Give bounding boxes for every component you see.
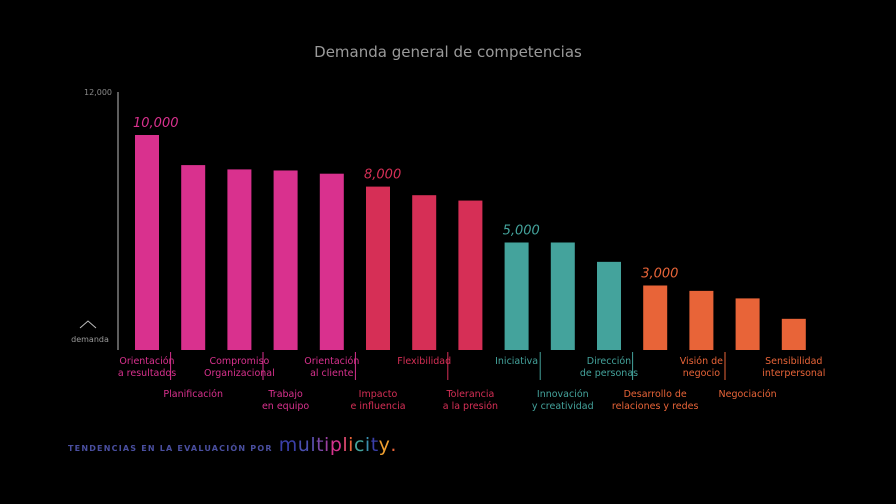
bar-11	[643, 285, 668, 350]
brand-letter: l	[342, 434, 349, 456]
bar-5	[366, 186, 390, 350]
bar-14	[781, 318, 806, 350]
footer-text: TENDENCIAS EN LA EVALUACIÓN POR	[68, 444, 273, 453]
brand-letter: i	[324, 434, 330, 456]
brand-letter: t	[316, 434, 325, 456]
value-annotation: 5,000	[503, 224, 540, 239]
brand-letter: .	[390, 434, 397, 456]
brand-letter: i	[364, 434, 371, 456]
brand-letter: c	[353, 434, 365, 456]
bar-3	[273, 170, 298, 350]
brand-letter: l	[310, 434, 317, 456]
brand-letter: y	[378, 434, 391, 456]
category-label-13: Negociación	[719, 389, 777, 400]
bars-group	[135, 135, 806, 350]
bar-10	[597, 261, 621, 350]
bar-0	[135, 135, 159, 350]
category-label-11: Desarrollo de relaciones y redes	[612, 389, 699, 412]
brand-letter: p	[329, 434, 343, 456]
value-annotation: 8,000	[364, 168, 401, 183]
chart-title: Demanda general de competencias	[314, 43, 582, 61]
value-annotation: 10,000	[133, 116, 179, 131]
y-axis-label: demanda	[71, 335, 109, 344]
brand-letter: i	[348, 434, 354, 456]
brand-letter: m	[278, 434, 298, 456]
category-labels: Orientación a resultados Planificación Comp…	[118, 352, 825, 412]
footer: TENDENCIAS EN LA EVALUACIÓN POR multipli…	[68, 434, 397, 456]
value-annotation: 3,000	[641, 267, 678, 282]
category-label-2: Compromiso Organizacional	[204, 356, 275, 379]
brand-letter: u	[297, 434, 311, 456]
bar-13	[735, 298, 760, 350]
category-label-3: Trabajo en equipo	[262, 389, 309, 412]
brand-letter: t	[370, 434, 379, 456]
category-label-4: Orientación al cliente	[304, 356, 359, 379]
category-label-14: Sensibilidad interpersonal	[762, 356, 825, 379]
bar-4	[319, 173, 344, 350]
category-label-5: Impacto e influencia	[350, 389, 405, 412]
bar-9	[550, 242, 575, 350]
category-label-8: Iniciativa	[495, 356, 538, 367]
value-annotations: 10,000 8,000 5,000 3,000	[133, 116, 678, 282]
bar-2	[227, 169, 252, 350]
category-label-9: Innovación y creatividad	[532, 389, 594, 412]
bar-1	[181, 165, 206, 350]
axis-up-arrow-icon	[79, 320, 97, 329]
category-label-7: Tolerancia a la presión	[443, 389, 498, 412]
y-tick-label: 12,000	[84, 88, 112, 97]
bar-8	[504, 242, 529, 350]
bar-6	[412, 195, 437, 350]
category-label-0: Orientación a resultados	[118, 356, 176, 379]
bar-12	[689, 290, 714, 350]
category-label-10: Dirección de personas	[580, 356, 638, 379]
bar-7	[458, 200, 483, 350]
category-label-12: Visión de negocio	[680, 356, 723, 379]
category-label-1: Planificación	[163, 389, 223, 400]
category-label-6: Flexibilidad	[397, 356, 451, 367]
brand-logo: multiplicity.	[279, 434, 397, 456]
